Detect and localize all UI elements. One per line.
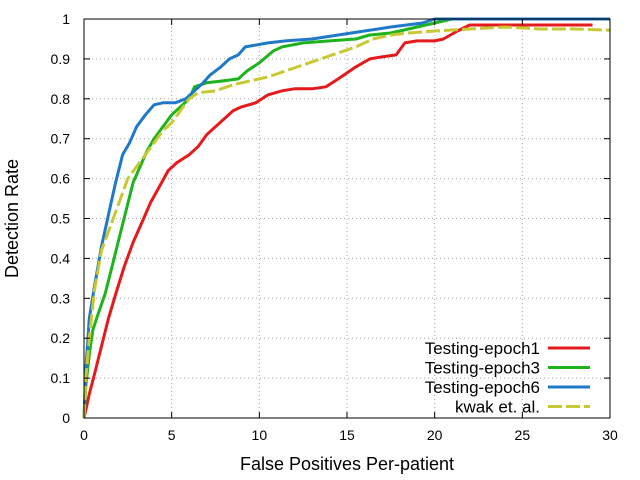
x-tick-label: 10 bbox=[252, 427, 268, 443]
y-tick-label: 0.4 bbox=[51, 250, 71, 266]
x-tick-label: 25 bbox=[515, 427, 531, 443]
axis-ticks: 0 5 10 15 20 25 30 0 0.1 0.2 0.3 0.4 0.5 0.6 0.7 0.8 0.9… bbox=[51, 11, 618, 443]
y-tick-label: 0.3 bbox=[51, 290, 71, 306]
y-tick-label: 0.8 bbox=[51, 91, 71, 107]
y-tick-label: 1 bbox=[62, 11, 70, 27]
y-tick-label: 0 bbox=[62, 410, 70, 426]
x-tick-label: 15 bbox=[339, 427, 355, 443]
y-tick-label: 0.2 bbox=[51, 330, 71, 346]
y-axis-label: Detection Rate bbox=[2, 159, 22, 278]
x-tick-label: 0 bbox=[80, 427, 88, 443]
grid bbox=[84, 19, 610, 418]
series-line-1 bbox=[82, 23, 593, 419]
legend-label: kwak et. al. bbox=[455, 398, 540, 417]
legend-label: Testing-epoch3 bbox=[425, 359, 540, 378]
y-tick-label: 0.6 bbox=[51, 171, 71, 187]
y-tick-label: 0.7 bbox=[51, 131, 71, 147]
legend: Testing-epoch1Testing-epoch3Testing-epoc… bbox=[425, 339, 590, 417]
x-tick-label: 30 bbox=[602, 427, 618, 443]
series-line-4 bbox=[82, 25, 611, 419]
y-tick-label: 0.1 bbox=[51, 370, 71, 386]
x-axis-label: False Positives Per-patient bbox=[240, 454, 454, 474]
series-line-2 bbox=[82, 17, 610, 419]
series-line-3 bbox=[82, 17, 610, 419]
x-tick-label: 5 bbox=[168, 427, 176, 443]
y-tick-label: 0.5 bbox=[51, 211, 71, 227]
series-layer bbox=[82, 17, 611, 419]
x-tick-label: 20 bbox=[427, 427, 443, 443]
legend-label: Testing-epoch1 bbox=[425, 339, 540, 358]
y-tick-label: 0.9 bbox=[51, 51, 71, 67]
legend-label: Testing-epoch6 bbox=[425, 378, 540, 397]
